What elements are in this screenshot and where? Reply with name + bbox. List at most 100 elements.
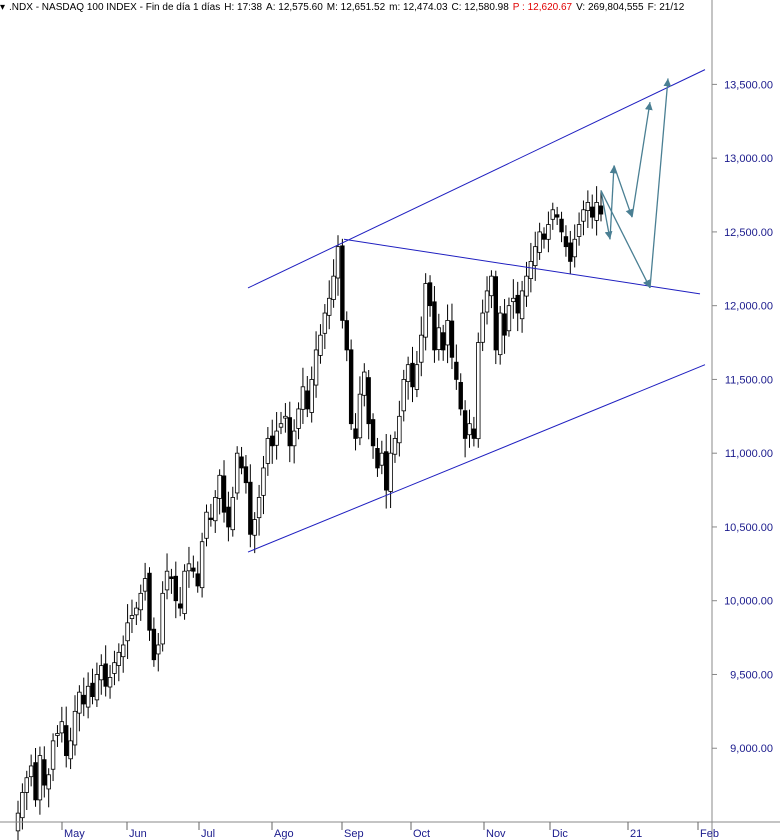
candle-body <box>94 674 100 701</box>
candle-body <box>204 511 209 539</box>
candle-body <box>379 452 385 466</box>
candle-body <box>173 575 179 602</box>
candle-body <box>572 238 577 258</box>
candle-body <box>68 740 73 760</box>
candle-body <box>164 570 170 591</box>
candle-body <box>134 607 139 616</box>
candle-body <box>85 685 91 708</box>
y-tick-label: 11,000.00 <box>725 448 773 460</box>
candle-body <box>107 677 113 688</box>
candle-body <box>366 377 371 425</box>
candle-body <box>524 275 529 297</box>
candle-body <box>125 622 130 642</box>
candle-body <box>401 379 406 412</box>
quote-info-bar: ▾ .NDX - NASDAQ 100 INDEX - Fin de día 1 … <box>0 0 780 15</box>
candle-body <box>462 410 468 439</box>
candle-body <box>278 423 284 428</box>
candle-body <box>419 334 424 363</box>
min-value: m: 12,474.03 <box>389 2 448 13</box>
dropdown-arrow-icon[interactable]: ▾ <box>0 2 6 13</box>
y-tick-label: 12,500.00 <box>724 227 773 239</box>
candle-body <box>55 733 60 736</box>
candle-body <box>563 236 569 248</box>
candle-body <box>375 448 380 469</box>
candle-body <box>147 572 152 631</box>
candle-body <box>489 275 494 297</box>
candle-body <box>177 603 183 609</box>
candle-body <box>160 592 165 645</box>
candle-body <box>283 415 288 419</box>
y-tick-label: 13,000.00 <box>724 153 773 165</box>
candle-body <box>432 301 437 351</box>
x-tick-label: Oct <box>413 828 430 840</box>
candle-body <box>353 428 358 439</box>
candle-body <box>208 517 214 520</box>
candle-body <box>476 342 481 440</box>
x-tick-label: 21 <box>630 828 642 840</box>
candle-body <box>327 297 332 316</box>
candle-body <box>37 755 43 801</box>
candle-body <box>357 393 363 439</box>
candle-body <box>335 246 341 279</box>
candle-body <box>427 282 433 307</box>
descending-resistance-line <box>343 238 701 295</box>
candle-body <box>296 408 301 429</box>
candle-body <box>239 456 244 469</box>
x-tick-label: Jul <box>201 828 215 840</box>
candle-body <box>169 576 174 579</box>
y-tick-label: 9,500.00 <box>730 669 773 681</box>
candle-body <box>230 497 235 531</box>
candle-body <box>348 349 354 425</box>
candle-body <box>217 474 222 499</box>
candle-body <box>405 364 411 382</box>
candle-body <box>480 312 485 343</box>
candle-body <box>318 334 323 356</box>
candle-body <box>554 214 560 218</box>
x-tick-label: Nov <box>486 828 506 840</box>
candle-body <box>129 615 135 619</box>
candle-body <box>77 691 82 714</box>
candle-body <box>340 245 345 321</box>
candle-body <box>186 563 192 572</box>
candle-body <box>449 320 455 358</box>
candle-body <box>493 276 498 351</box>
y-tick-label: 13,500.00 <box>724 79 773 91</box>
candle-body <box>585 202 591 211</box>
candle-body <box>384 451 389 491</box>
x-tick-label: Dic <box>552 828 568 840</box>
candle-body <box>467 423 472 436</box>
candle-body <box>528 261 534 279</box>
candle-body <box>392 438 398 455</box>
projection-layer <box>600 78 672 289</box>
candle-body <box>99 665 104 681</box>
candle-body <box>138 592 143 611</box>
x-tick-label: Sep <box>344 828 364 840</box>
candle-body <box>331 275 336 300</box>
candle-body <box>423 283 428 338</box>
candle-body <box>370 419 376 447</box>
candle-body <box>559 218 564 233</box>
candle-body <box>42 759 47 786</box>
candle-body <box>506 305 512 332</box>
x-tick-label: Jun <box>129 828 147 840</box>
candles-layer <box>15 186 604 840</box>
candle-body <box>103 663 108 687</box>
projection-path-b <box>649 78 672 289</box>
candle-body <box>20 792 25 819</box>
candle-body <box>410 362 415 388</box>
candle-body <box>50 740 56 770</box>
candle-body <box>28 765 34 778</box>
candle-body <box>519 290 525 320</box>
candle-body <box>388 452 393 492</box>
candle-body <box>81 694 86 705</box>
projection-path-a <box>609 165 618 240</box>
candle-body <box>195 573 200 587</box>
candle-body <box>436 327 442 351</box>
candle-body <box>454 361 459 380</box>
candle-body <box>458 382 463 410</box>
candle-body <box>24 777 29 793</box>
y-tick-label: 10,000.00 <box>724 596 773 608</box>
price-value: P : 12,620.67 <box>512 2 573 13</box>
candle-body <box>287 417 292 447</box>
